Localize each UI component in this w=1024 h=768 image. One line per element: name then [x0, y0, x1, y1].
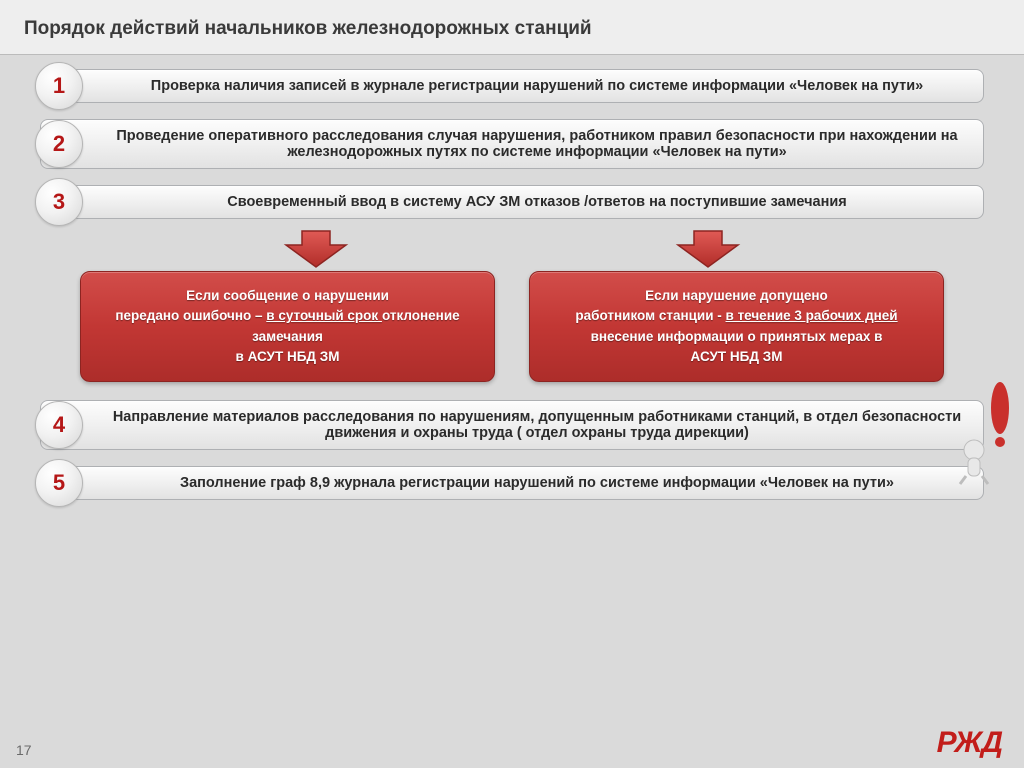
step-box-2: 2 Проведение оперативного расследования …: [40, 119, 984, 169]
step-text: Своевременный ввод в систему АСУ ЗМ отка…: [107, 194, 967, 210]
red-text-underline: в суточный срок: [266, 308, 382, 323]
title-bar: Порядок действий начальников железнодоро…: [0, 0, 1024, 55]
step-box-5: 5 Заполнение граф 8,9 журнала регистраци…: [40, 466, 984, 500]
red-box-left: Если сообщение о нарушении передано ошиб…: [80, 271, 495, 382]
red-text-underline: в течение 3 рабочих дней: [726, 308, 898, 323]
down-arrow-icon: [280, 229, 352, 269]
page-number: 17: [16, 742, 32, 758]
red-text: Если нарушение допущено: [645, 288, 828, 303]
red-row: Если сообщение о нарушении передано ошиб…: [40, 271, 984, 382]
step-text: Проверка наличия записей в журнале регис…: [107, 78, 967, 94]
step-number-badge: 1: [35, 62, 83, 110]
red-text: передано ошибочно –: [115, 308, 266, 323]
step-number-badge: 5: [35, 459, 83, 507]
red-text: работником станции -: [575, 308, 725, 323]
step-text: Направление материалов расследования по …: [107, 409, 967, 441]
red-text: АСУТ НБД ЗМ: [691, 349, 783, 364]
step-number-badge: 4: [35, 401, 83, 449]
content-area: 1 Проверка наличия записей в журнале рег…: [0, 55, 1024, 500]
step-box-3: 3 Своевременный ввод в систему АСУ ЗМ от…: [40, 185, 984, 219]
rzd-logo: РЖД: [937, 726, 1002, 760]
step-text: Проведение оперативного расследования сл…: [107, 128, 967, 160]
down-arrow-icon: [672, 229, 744, 269]
step-box-4: 4 Направление материалов расследования п…: [40, 400, 984, 450]
red-text: внесение информации о принятых мерах в: [591, 329, 883, 344]
mascot-icon: [956, 378, 1016, 488]
arrows-row: [40, 229, 984, 269]
step-text: Заполнение граф 8,9 журнала регистрации …: [107, 475, 967, 491]
red-text: в АСУТ НБД ЗМ: [236, 349, 340, 364]
step-box-1: 1 Проверка наличия записей в журнале рег…: [40, 69, 984, 103]
page-title: Порядок действий начальников железнодоро…: [24, 18, 1000, 40]
red-text: Если сообщение о нарушении: [186, 288, 389, 303]
red-box-right: Если нарушение допущено работником станц…: [529, 271, 944, 382]
step-number-badge: 3: [35, 178, 83, 226]
step-number-badge: 2: [35, 120, 83, 168]
